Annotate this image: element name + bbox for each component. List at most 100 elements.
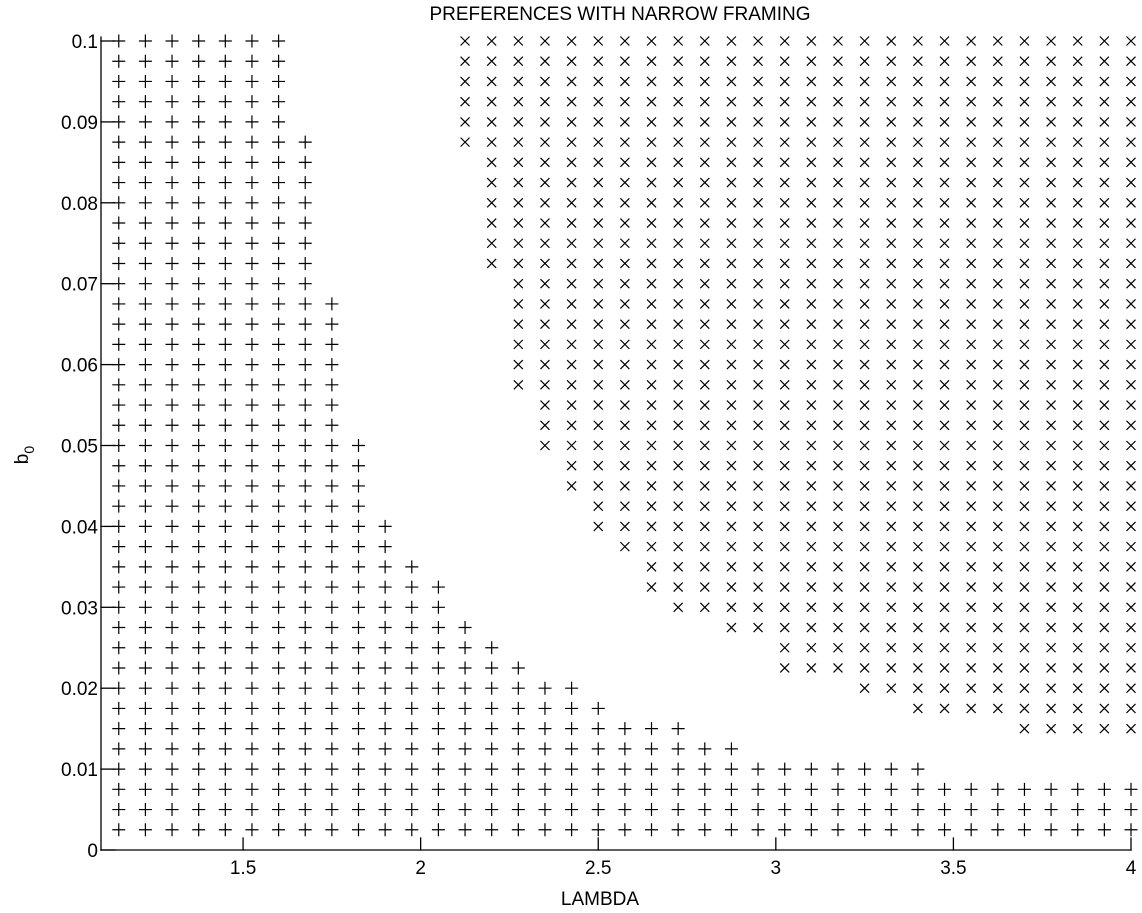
cross-marker [859,218,870,228]
cross-marker [1019,622,1030,633]
cross-marker [779,622,790,633]
cross-marker [1046,177,1057,188]
plus-marker [1071,803,1085,817]
cross-marker [859,36,870,46]
plus-marker [724,782,738,796]
cross-marker [726,481,737,491]
plus-marker [538,803,552,817]
cross-marker [1099,501,1110,512]
plus-marker [245,742,259,756]
plus-marker [245,337,259,351]
cross-marker [939,622,950,633]
cross-marker [566,379,577,390]
cross-marker [833,582,843,592]
cross-marker [699,137,710,148]
cross-marker [753,36,763,46]
plus-marker [165,823,179,837]
plus-marker [192,398,206,412]
cross-marker [806,258,817,269]
cross-marker [939,157,950,168]
plus-marker [858,762,872,776]
cross-marker [966,521,977,532]
cross-marker [726,137,737,148]
x-tick-label: 2.5 [585,858,611,879]
plus-marker [325,722,339,736]
cross-marker [726,258,737,269]
cross-marker [859,258,870,269]
plus-marker [645,722,659,736]
plus-marker [352,600,365,614]
cross-marker [939,460,950,471]
plus-marker [138,641,152,655]
plus-marker [218,782,232,796]
cross-marker [912,622,923,633]
plus-marker [192,256,206,270]
plus-marker [405,600,419,614]
cross-marker [673,481,684,491]
plus-marker [298,580,312,594]
plus-marker [245,459,259,473]
plus-marker [991,823,1005,837]
cross-marker [699,238,710,249]
cross-marker [779,481,790,491]
cross-marker [1019,76,1030,87]
plus-marker [565,742,579,756]
cross-marker [992,299,1003,309]
plus-marker [911,762,925,776]
cross-marker [966,683,977,694]
plus-marker [245,418,259,432]
cross-marker [726,278,737,289]
plus-marker [298,176,312,190]
cross-marker [1019,602,1030,613]
plus-marker [218,742,232,756]
cross-marker [619,319,630,330]
cross-marker [966,602,977,613]
cross-marker [540,420,550,431]
cross-marker [1126,420,1136,431]
plus-marker [245,398,259,412]
plus-marker [298,823,312,837]
plus-marker [192,479,206,493]
cross-marker [833,642,843,653]
cross-marker [593,76,604,87]
cross-marker [886,197,897,208]
cross-marker [806,278,817,289]
plus-marker [645,782,659,796]
cross-marker [833,96,843,107]
plus-marker [218,176,232,190]
plus-marker [112,621,126,635]
cross-marker [566,420,577,431]
cross-marker [566,137,577,148]
plus-marker [618,722,632,736]
plus-marker [272,317,286,331]
cross-marker [966,582,977,592]
x-axis: 1.5 2 2.5 3 3.5 4 [230,837,1137,879]
plus-marker [218,641,232,655]
plus-marker [192,34,206,48]
plus-marker [378,540,392,554]
plus-marker [272,803,286,817]
plus-marker [378,722,392,736]
plus-marker [431,600,445,614]
cross-marker [886,460,897,471]
cross-marker [1126,197,1136,208]
plus-marker [1097,803,1111,817]
cross-marker [593,218,604,228]
cross-marker [1072,460,1083,471]
plus-marker [112,762,126,776]
plus-marker [831,762,845,776]
plus-marker [298,277,312,291]
cross-marker [886,582,897,592]
plus-marker [218,115,232,129]
plus-marker [245,256,259,270]
cross-marker [566,319,577,330]
y-tick-label: 0.07 [61,275,98,296]
plus-marker [431,621,445,635]
plus-marker [698,823,712,837]
cross-marker [1019,258,1030,269]
plus-marker [272,358,286,372]
cross-marker [753,137,763,148]
cross-marker [992,440,1003,451]
cross-marker [1046,96,1057,107]
cross-marker [1072,420,1083,431]
